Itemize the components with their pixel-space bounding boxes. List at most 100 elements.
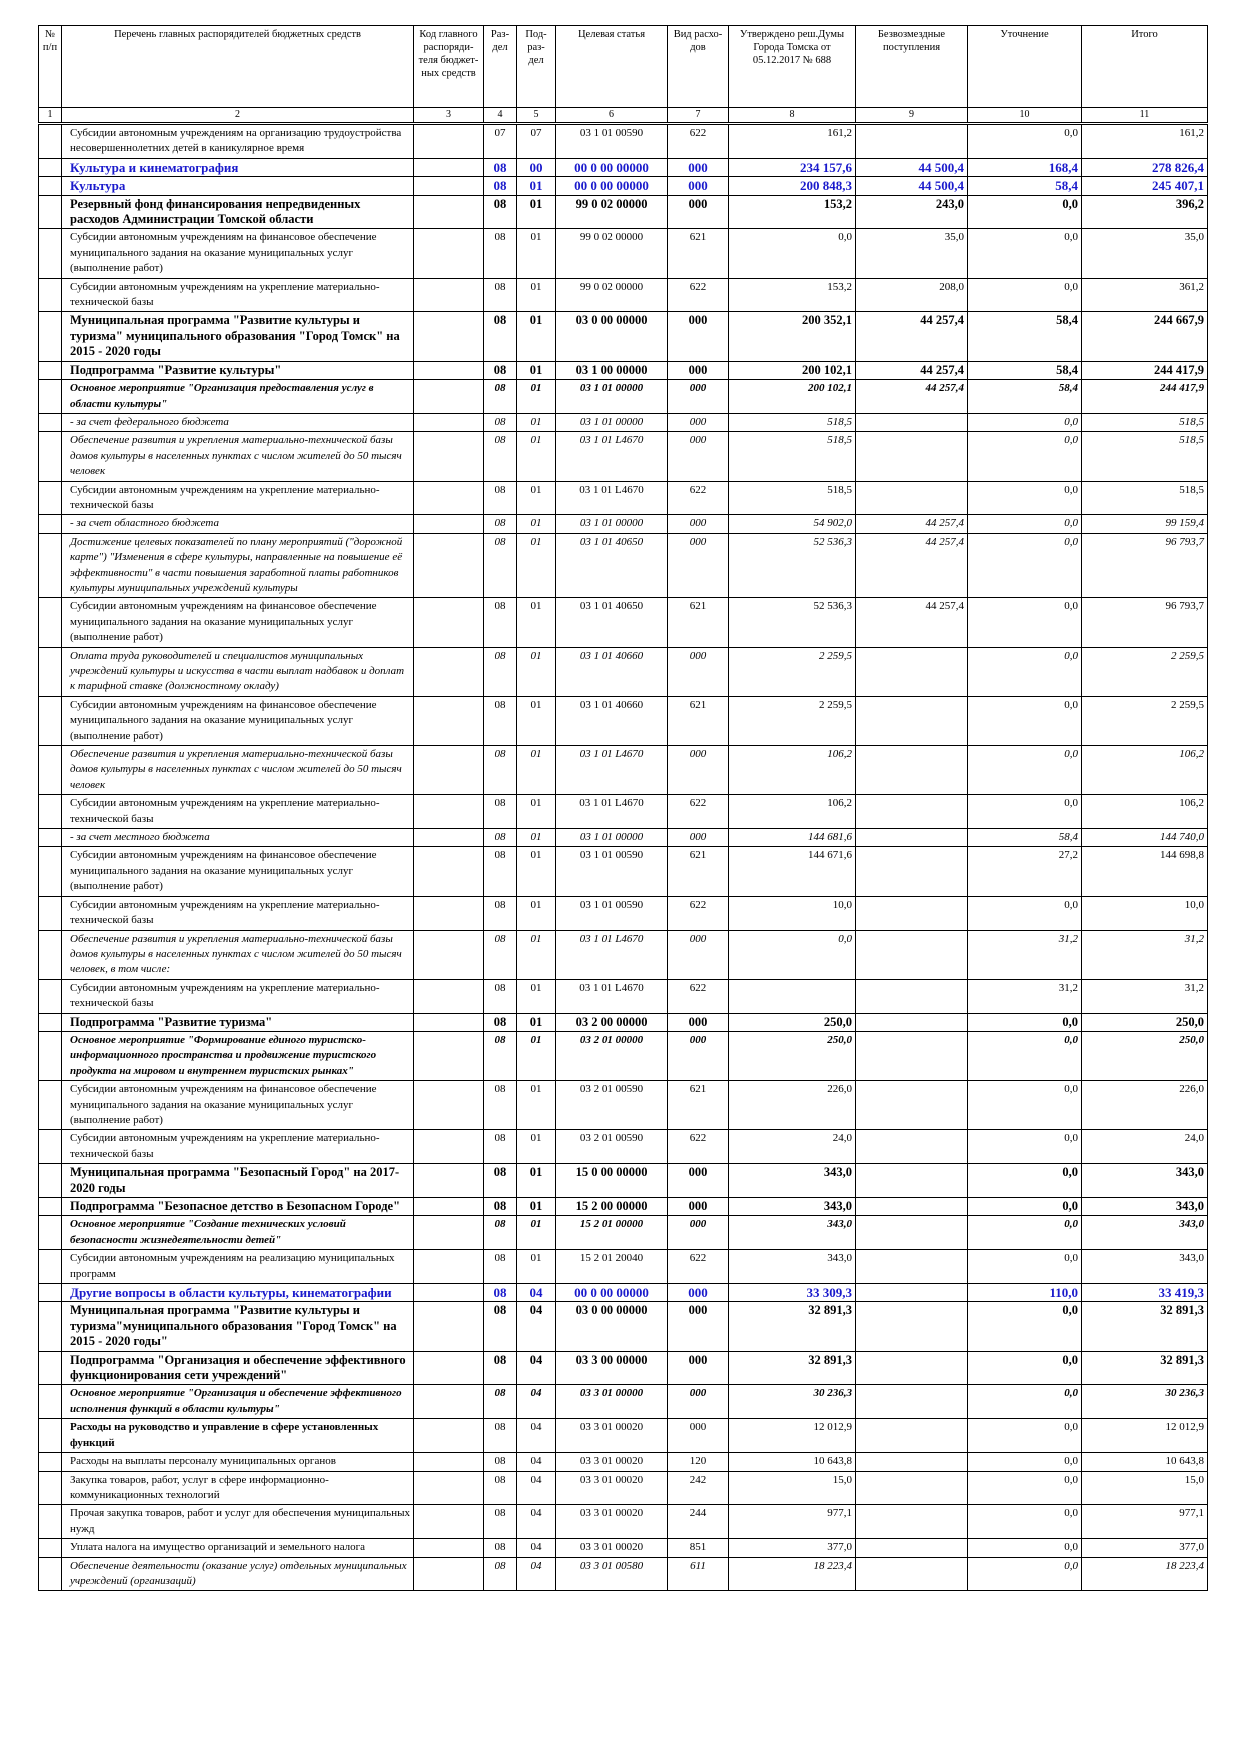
table-row: Достижение целевых показателей по плану …	[38, 532, 1208, 599]
code-cell: 000	[667, 1350, 729, 1386]
amount-cell: 0,0	[967, 1012, 1082, 1032]
amount-cell: 0,0	[967, 597, 1082, 648]
code-cell: 04	[516, 1452, 556, 1472]
amount-cell: 15,0	[1081, 1470, 1208, 1506]
amount-cell: 10,0	[1081, 895, 1208, 931]
amount-cell: 10,0	[728, 895, 856, 931]
code-cell: 622	[667, 794, 729, 830]
code-cell: 03 1 01 L4670	[555, 978, 668, 1014]
code-cell	[38, 1556, 62, 1592]
amount-cell: 99 159,4	[1081, 514, 1208, 534]
table-row: Подпрограмма "Развитие туризма" 08 01 03 2 …	[38, 1012, 1208, 1032]
code-cell: 03 1 01 40660	[555, 646, 668, 697]
amount-cell: 0,0	[967, 480, 1082, 516]
code-cell	[413, 277, 484, 313]
amount-cell	[728, 978, 856, 1014]
row-name: Субсидии автономным учреждениям на укреп…	[61, 1129, 414, 1165]
code-cell	[38, 123, 62, 159]
table-row: Основное мероприятие "Формирование едино…	[38, 1030, 1208, 1082]
code-cell: 03 3 01 00020	[555, 1470, 668, 1506]
code-cell	[413, 695, 484, 747]
amount-cell: 343,0	[728, 1249, 856, 1285]
amount-cell: 0,0	[967, 646, 1082, 697]
code-cell: 01	[516, 514, 556, 534]
row-name: Подпрограмма "Развитие культуры"	[61, 360, 414, 381]
column-number: 1	[38, 107, 62, 125]
row-name: Другие вопросы в области культуры, кинем…	[61, 1283, 414, 1303]
amount-cell: 27,2	[967, 846, 1082, 897]
code-cell	[38, 695, 62, 747]
code-cell: 00	[516, 157, 556, 178]
row-name: Субсидии автономным учреждениям на укреп…	[61, 480, 414, 516]
amount-cell: 30 236,3	[728, 1384, 856, 1420]
row-name: Подпрограмма "Организация и обеспечение …	[61, 1350, 414, 1386]
amount-cell: 518,5	[728, 412, 856, 433]
code-cell: 08	[483, 895, 517, 931]
code-cell: 01	[516, 360, 556, 381]
code-cell: 01	[516, 176, 556, 196]
row-name: - за счет областного бюджета	[61, 514, 414, 534]
amount-cell: 2 259,5	[1081, 695, 1208, 747]
code-cell: 03 2 01 00590	[555, 1080, 668, 1131]
amount-cell: 32 891,3	[728, 1301, 856, 1352]
row-name: Расходы на выплаты персоналу муниципальн…	[61, 1452, 414, 1472]
code-cell: 15 2 01 00000	[555, 1215, 668, 1251]
code-cell: 000	[667, 745, 729, 796]
code-cell	[413, 895, 484, 931]
table-row: Подпрограмма "Безопасное детство в Безоп…	[38, 1196, 1208, 1217]
code-cell: 03 1 01 00000	[555, 828, 668, 848]
amount-cell	[855, 1418, 968, 1454]
header-cell: Утверждено реш.Думы Города Томска от 05.…	[728, 25, 856, 108]
row-name: Основное мероприятие "Организация и обес…	[61, 1384, 414, 1420]
code-cell	[413, 1249, 484, 1285]
amount-cell: 58,4	[967, 360, 1082, 381]
code-cell: 622	[667, 1129, 729, 1165]
code-cell: 15 2 01 20040	[555, 1249, 668, 1285]
code-cell: 08	[483, 1129, 517, 1165]
code-cell: 08	[483, 646, 517, 697]
amount-cell: 0,0	[967, 1163, 1082, 1198]
amount-cell: 0,0	[967, 895, 1082, 931]
code-cell: 621	[667, 846, 729, 897]
code-cell: 07	[483, 123, 517, 159]
code-cell: 08	[483, 745, 517, 796]
code-cell	[413, 1504, 484, 1540]
amount-cell	[855, 1012, 968, 1032]
code-cell	[413, 1470, 484, 1506]
amount-cell: 35,0	[855, 228, 968, 279]
code-cell	[38, 895, 62, 931]
code-cell: 03 3 01 00020	[555, 1538, 668, 1558]
code-cell: 08	[483, 1030, 517, 1082]
amount-cell: 0,0	[728, 929, 856, 980]
code-cell: 08	[483, 157, 517, 178]
code-cell	[413, 176, 484, 196]
header-cell: Код главного распоряди-теля бюджет-ных с…	[413, 25, 484, 108]
amount-cell: 250,0	[728, 1012, 856, 1032]
code-cell: 622	[667, 123, 729, 159]
code-cell	[413, 1418, 484, 1454]
table-row: Культура и кинематография 08 00 00 0 00 000…	[38, 157, 1208, 178]
table-row: Субсидии автономным учреждениям на укреп…	[38, 1129, 1208, 1165]
table-row: Основное мероприятие "Создание техническ…	[38, 1215, 1208, 1251]
amount-cell: 343,0	[1081, 1196, 1208, 1217]
code-cell	[38, 1030, 62, 1082]
code-cell: 08	[483, 1012, 517, 1032]
code-cell: 08	[483, 311, 517, 362]
code-cell	[413, 379, 484, 414]
code-cell: 03 3 00 00000	[555, 1350, 668, 1386]
amount-cell: 518,5	[1081, 480, 1208, 516]
code-cell: 611	[667, 1556, 729, 1592]
table-row: Оплата труда руководителей и специалисто…	[38, 646, 1208, 697]
amount-cell: 31,2	[967, 978, 1082, 1014]
amount-cell	[855, 1249, 968, 1285]
code-cell: 03 2 01 00000	[555, 1030, 668, 1082]
row-name: Оплата труда руководителей и специалисто…	[61, 646, 414, 697]
column-number: 11	[1081, 107, 1208, 125]
header-cell: Раз-дел	[483, 25, 517, 108]
code-cell	[38, 1196, 62, 1217]
column-number-row: 1 2 3 4 5 6 7 8 9 10 11	[38, 107, 1208, 125]
code-cell	[413, 360, 484, 381]
code-cell	[413, 1215, 484, 1251]
code-cell: 03 1 01 L4670	[555, 794, 668, 830]
amount-cell: 377,0	[728, 1538, 856, 1558]
